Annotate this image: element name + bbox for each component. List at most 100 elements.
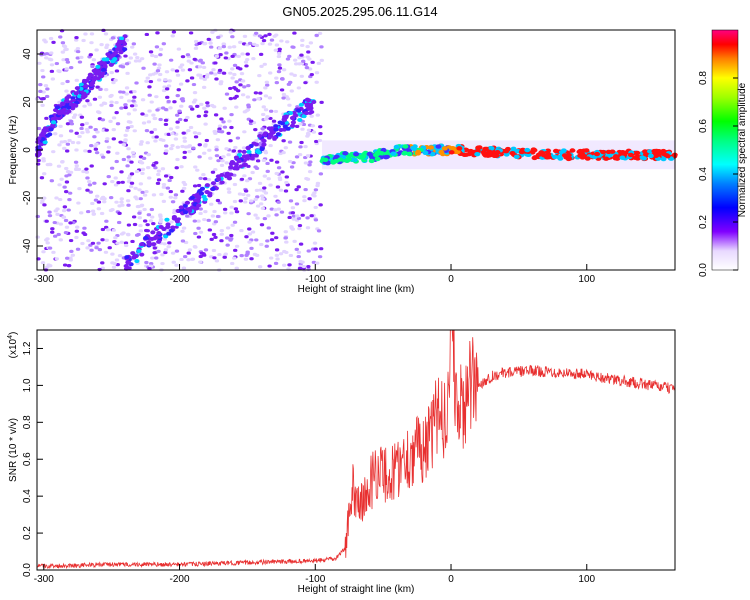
spectrogram-cell: [353, 151, 360, 157]
spectrogram-cell: [261, 112, 266, 117]
spectrogram-cell: [213, 72, 218, 76]
y-tick-label: 0.8: [22, 415, 33, 429]
spectrogram-cell: [186, 59, 191, 63]
spectrogram-cell: [281, 151, 286, 155]
spectrogram-cell: [41, 96, 46, 101]
spectrogram-cell: [307, 163, 312, 167]
spectrogram-cell: [195, 199, 201, 204]
spectrogram-cell: [316, 61, 322, 65]
spectrogram-cell: [145, 76, 150, 80]
spectrogram-cell: [229, 113, 234, 117]
spectrogram-cell: [305, 154, 311, 158]
spectrogram-cell: [260, 42, 265, 46]
spectrogram-cell: [148, 50, 154, 54]
spectrogram-cell: [284, 240, 289, 244]
spectrogram-cell: [197, 73, 203, 77]
spectrogram-cell: [121, 90, 126, 94]
spectrogram-cell: [231, 149, 237, 153]
spectrogram-cell: [210, 181, 217, 186]
spectrogram-cell: [123, 105, 128, 110]
spectrogram-cell: [60, 101, 66, 106]
spectrogram-cell: [68, 129, 74, 133]
spectrogram-cell: [252, 252, 258, 256]
spectrogram-cell: [89, 41, 94, 45]
spectrogram-cell: [92, 97, 98, 101]
spectrogram-cell: [124, 92, 129, 96]
spectrogram-cell: [268, 109, 274, 113]
spectrogram-cell: [219, 239, 224, 243]
spectrogram-cell: [166, 245, 171, 249]
spectrogram-cell: [217, 252, 222, 257]
spectrogram-cell: [240, 79, 246, 83]
spectrogram-cell: [140, 167, 146, 171]
spectrogram-cell: [132, 222, 138, 227]
spectrogram-cell: [242, 200, 248, 204]
spectrogram-cell: [39, 176, 45, 180]
spectrogram-cell: [121, 143, 127, 147]
spectrogram-cell: [266, 226, 271, 230]
spectrogram-cell: [319, 58, 325, 62]
spectrogram-cell: [185, 79, 190, 83]
spectrogram-cell: [164, 144, 169, 148]
spectrogram-cell: [193, 135, 199, 139]
spectrogram-cell: [161, 42, 167, 46]
spectrogram-cell: [579, 155, 586, 160]
x-tick-label: -200: [170, 574, 190, 585]
spectrogram-cell: [294, 155, 300, 159]
spectrogram-cell: [158, 214, 163, 219]
spectrogram-cell: [308, 41, 314, 45]
spectrogram-cell: [246, 149, 252, 154]
spectrogram-cell: [415, 149, 422, 155]
spectrogram-cell: [303, 187, 308, 192]
spectrogram-cell: [157, 63, 162, 67]
spectrogram-cell: [298, 102, 304, 107]
spectrogram-cell: [293, 62, 299, 66]
spectrogram-cell: [467, 148, 474, 154]
spectrogram-cell: [225, 226, 231, 230]
spectrogram-cell: [246, 84, 251, 88]
spectrogram-cell: [163, 250, 168, 255]
x-tick-label: -100: [305, 274, 325, 285]
spectrogram-cell: [196, 235, 202, 239]
spectrogram-cell: [295, 108, 302, 113]
spectrogram-cell: [307, 57, 312, 61]
spectrogram-cell: [219, 117, 224, 121]
spectrogram-cell: [99, 71, 105, 76]
spectrogram-cell: [84, 167, 89, 171]
spectrogram-cell: [83, 32, 88, 36]
spectrogram-cell: [169, 147, 174, 151]
spectrogram-cell: [305, 134, 310, 138]
colorbar-tick-label: 0.4: [698, 167, 709, 181]
spectrogram-cell: [297, 266, 303, 270]
spectrogram-cell: [57, 197, 63, 202]
spectrogram-cell: [234, 244, 240, 248]
spectrogram-cell: [163, 118, 169, 122]
spectrogram-cell: [96, 207, 102, 211]
spectrogram-cell: [274, 171, 279, 176]
spectrogram-cell: [561, 153, 568, 158]
spectrogram-cell: [49, 179, 55, 183]
spectrogram-cell: [257, 134, 263, 139]
spectrogram-cell: [50, 227, 55, 231]
spectrogram-cell: [274, 253, 280, 257]
spectrogram-cell: [158, 138, 164, 142]
spectrogram-cell: [219, 180, 225, 185]
spectrogram-cell: [165, 95, 170, 99]
spectrogram-cell: [66, 105, 72, 110]
spectrogram-cell: [61, 209, 67, 213]
spectrogram-cell: [103, 225, 109, 229]
spectrogram-cell: [41, 128, 47, 133]
spectrogram-cell: [249, 246, 254, 251]
spectrogram-cell: [357, 155, 364, 160]
spectrogram-cell: [289, 116, 296, 121]
spectrogram-cell: [276, 54, 282, 59]
spectrogram-cell: [35, 214, 41, 219]
spectrogram-cell: [68, 258, 73, 262]
spectrogram-cell: [275, 257, 280, 261]
spectrogram-cell: [64, 47, 69, 51]
spectrogram-cell: [111, 128, 116, 132]
spectrogram-cell: [59, 177, 64, 181]
spectrogram-cell: [123, 133, 128, 137]
spectrogram-cell: [47, 246, 53, 250]
